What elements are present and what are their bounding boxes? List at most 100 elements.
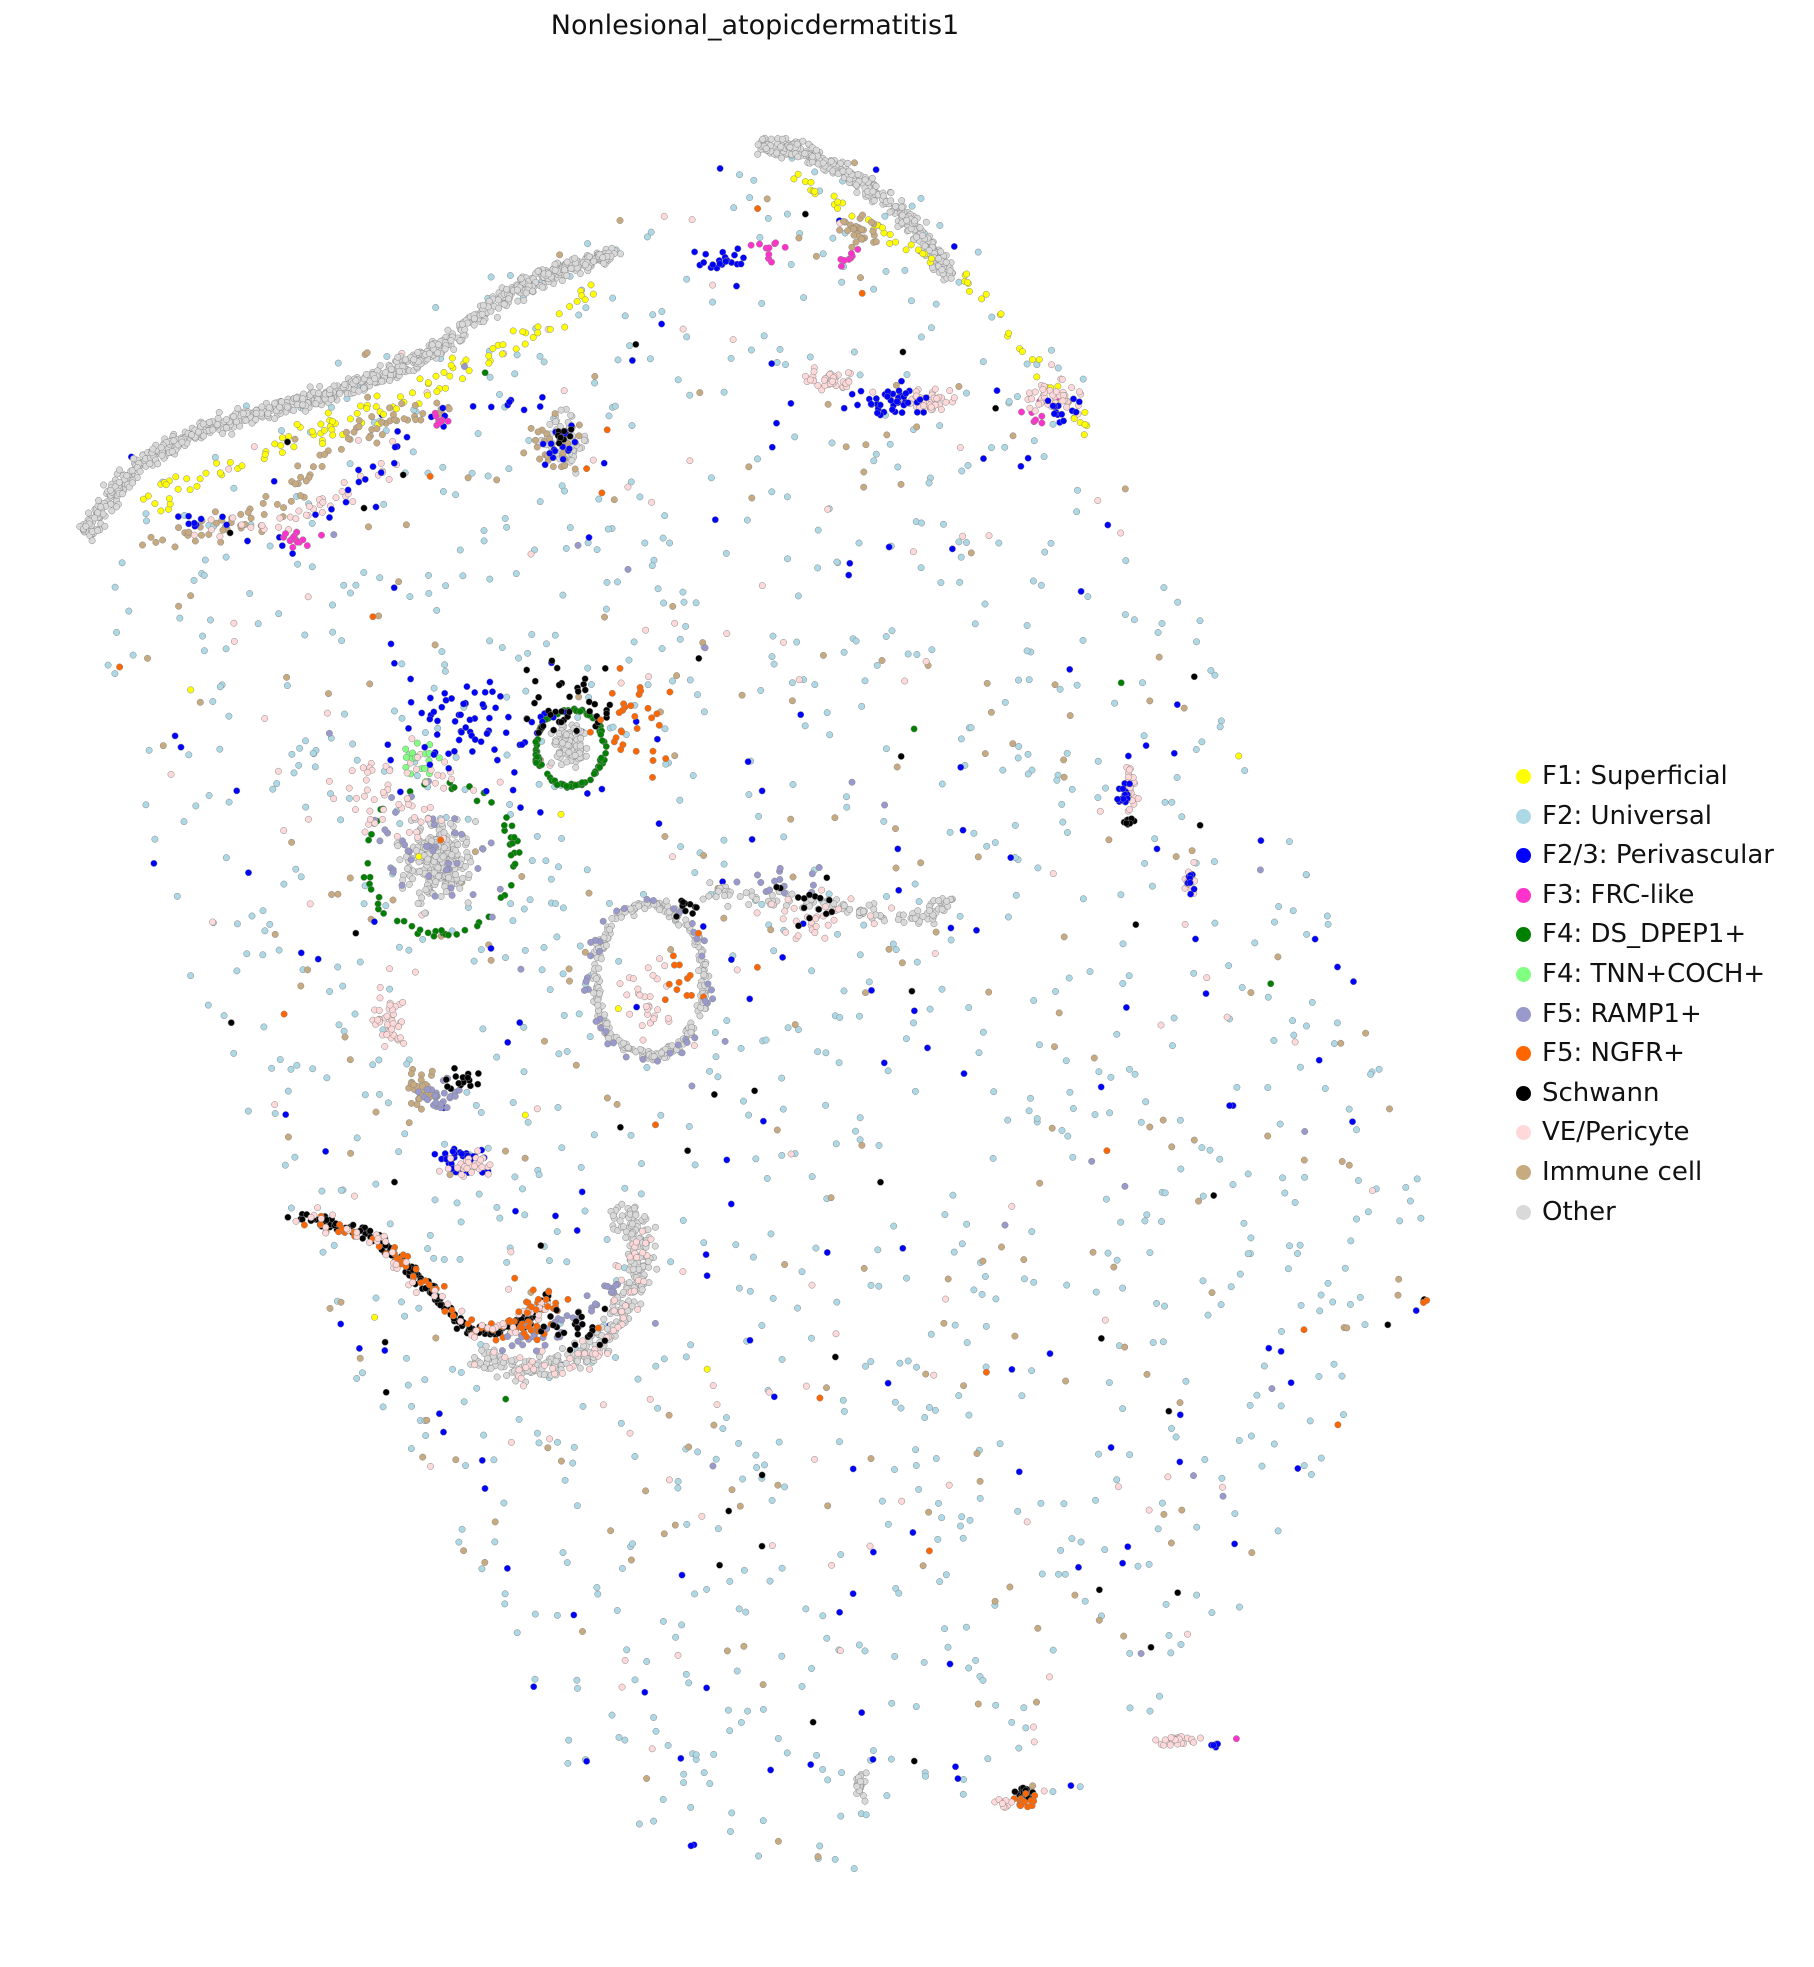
cell-point (344, 435, 352, 443)
cell-point (403, 1060, 411, 1068)
cell-point (364, 859, 372, 867)
cell-point (876, 401, 884, 409)
cell-point (1300, 1156, 1308, 1164)
cell-point (1158, 1499, 1166, 1507)
cell-point (643, 1064, 651, 1071)
cell-point (800, 904, 808, 912)
cell-point (947, 274, 955, 282)
cell-point (682, 1670, 690, 1678)
cell-point (467, 858, 475, 866)
cell-point (844, 369, 852, 377)
cell-point (482, 787, 490, 795)
cell-point (728, 1809, 736, 1817)
cell-point (1247, 989, 1255, 997)
cell-point (967, 549, 975, 557)
cell-point (448, 851, 456, 859)
cell-point (1193, 1523, 1201, 1531)
cell-point (1005, 329, 1013, 337)
cell-point (636, 493, 644, 501)
cell-point (352, 377, 360, 385)
cell-point (672, 1633, 680, 1641)
cell-point (186, 486, 194, 494)
cell-point (283, 673, 291, 681)
cell-point (870, 920, 878, 928)
cell-point (478, 310, 486, 318)
cell-point (437, 816, 445, 824)
cell-point (667, 1258, 675, 1266)
cell-point (783, 1749, 791, 1757)
cell-point (645, 673, 653, 681)
cell-point (823, 1249, 831, 1256)
cell-point (867, 400, 875, 408)
cell-point (921, 1414, 929, 1421)
cell-point (1275, 903, 1283, 910)
cell-point (823, 1384, 830, 1392)
cell-point (619, 1039, 627, 1047)
cell-point (485, 359, 493, 367)
cell-point (430, 751, 438, 759)
cell-point (1023, 360, 1031, 368)
cell-point (738, 691, 746, 699)
cell-point (450, 783, 458, 791)
cell-point (1105, 836, 1113, 844)
cell-point (984, 1755, 992, 1763)
cell-point (346, 460, 354, 468)
cell-point (536, 498, 544, 506)
cell-point (1062, 1377, 1070, 1385)
cell-point (1121, 1343, 1129, 1351)
cell-point (511, 860, 519, 868)
cell-point (387, 640, 395, 648)
cell-point (395, 943, 403, 951)
cell-point (781, 243, 789, 251)
cell-point (917, 859, 925, 867)
cell-point (247, 523, 255, 531)
cell-point (706, 1780, 714, 1788)
cell-point (456, 1255, 464, 1263)
cell-point (1053, 776, 1061, 784)
cell-point (174, 485, 182, 493)
cell-point (649, 971, 657, 979)
cell-point (869, 1747, 877, 1755)
cell-point (471, 689, 479, 696)
cell-point (82, 522, 90, 530)
cell-point (271, 930, 279, 938)
cell-point (1046, 1350, 1054, 1358)
cell-point (754, 871, 761, 879)
cell-point (679, 325, 687, 333)
cell-point (431, 892, 439, 900)
cell-point (880, 192, 887, 200)
cell-point (1069, 1153, 1077, 1161)
cell-point (955, 278, 963, 286)
cell-point (416, 926, 424, 934)
cell-point (444, 417, 452, 425)
cell-point (533, 443, 541, 451)
cell-point (91, 514, 99, 522)
cell-point (654, 585, 662, 593)
cell-point (959, 532, 967, 540)
cell-point (507, 1248, 515, 1256)
cell-point (1015, 1744, 1023, 1752)
cell-point (441, 689, 449, 697)
cell-point (512, 1207, 519, 1215)
cell-point (737, 1719, 745, 1726)
cell-point (422, 779, 430, 787)
cell-point (661, 962, 669, 970)
cell-point (1037, 1499, 1045, 1507)
cell-point (1094, 497, 1102, 504)
cell-point (671, 752, 679, 760)
cell-point (623, 1646, 631, 1654)
cell-point (389, 437, 397, 445)
cell-point (1199, 1192, 1207, 1200)
cell-point (327, 395, 335, 403)
cell-point (1126, 1704, 1134, 1712)
cell-point (703, 1585, 711, 1593)
cell-point (359, 1369, 366, 1377)
cell-point (1037, 581, 1045, 589)
cell-point (1049, 1646, 1057, 1654)
cell-point (447, 336, 455, 344)
cell-point (159, 536, 167, 544)
cell-point (237, 510, 245, 518)
cell-point (791, 433, 799, 441)
cell-point (302, 803, 310, 811)
cell-point (951, 1321, 959, 1329)
